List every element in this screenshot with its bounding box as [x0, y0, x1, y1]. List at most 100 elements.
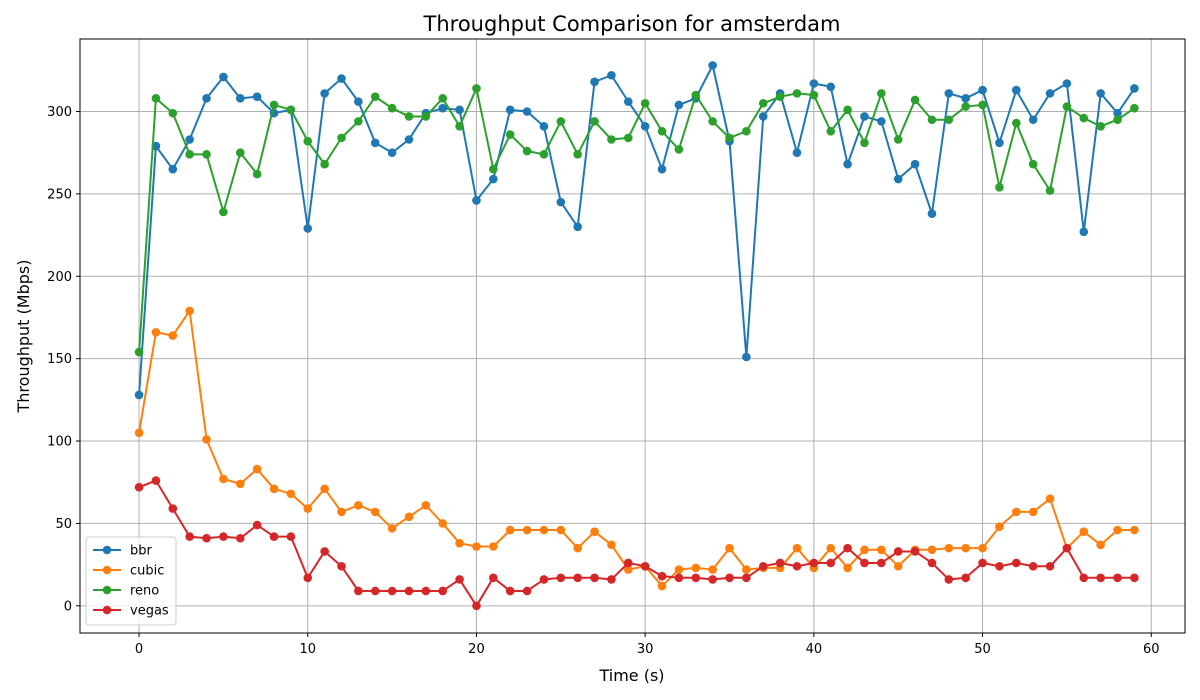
cubic-point: [607, 540, 616, 550]
legend-swatch-marker: [102, 545, 112, 555]
vegas-point: [640, 561, 650, 571]
vegas-point: [1096, 573, 1105, 583]
cubic-point: [269, 484, 279, 494]
vegas-point: [269, 532, 279, 541]
x-tick-label: 20: [468, 642, 485, 657]
bbr-point: [522, 107, 532, 116]
vegas-point: [1011, 558, 1021, 568]
legend-item-cubic: cubic: [93, 564, 164, 579]
series-reno: [134, 84, 1139, 357]
bbr-point: [219, 72, 228, 82]
reno-point: [877, 89, 886, 98]
vegas-point: [1028, 561, 1038, 571]
bbr-point: [674, 100, 684, 110]
bbr-point: [185, 135, 194, 144]
bbr-point: [505, 105, 515, 115]
vegas-point: [725, 573, 734, 583]
reno-point: [590, 117, 599, 126]
reno-point: [758, 98, 768, 108]
reno-point: [573, 150, 582, 159]
bbr-point: [944, 89, 954, 98]
bbr-point: [978, 85, 987, 95]
cubic-point: [708, 565, 717, 574]
cubic-point: [387, 524, 397, 533]
vegas-point: [657, 571, 667, 581]
cubic-point: [590, 527, 599, 536]
bbr-point: [1130, 84, 1139, 93]
vegas-point: [337, 561, 346, 571]
vegas-point: [219, 532, 228, 541]
vegas-point: [387, 586, 397, 596]
cubic-point: [472, 542, 481, 551]
cubic-point: [522, 525, 532, 535]
series-bbr: [134, 61, 1139, 400]
vegas-point: [742, 573, 751, 583]
bbr-point: [235, 94, 245, 103]
vegas-point: [860, 558, 869, 568]
reno-point: [826, 126, 836, 136]
reno-point: [843, 105, 852, 115]
bbr-point: [1011, 85, 1021, 95]
vegas-point: [455, 575, 464, 584]
reno-point: [320, 159, 329, 169]
reno-point: [235, 148, 245, 157]
y-axis-label: Throughput (Mbps): [14, 260, 33, 414]
legend-box: [85, 536, 177, 626]
bbr-point: [387, 148, 397, 157]
legend-label: reno: [130, 584, 159, 599]
vegas-point: [1045, 561, 1055, 571]
bbr-point: [623, 97, 633, 106]
bbr-point: [134, 390, 144, 400]
vegas-point: [1130, 573, 1139, 583]
cubic-point: [303, 504, 313, 513]
bbr-point: [370, 138, 380, 148]
reno-point: [387, 103, 397, 113]
bbr-point: [792, 148, 802, 157]
vegas-point: [927, 558, 937, 568]
bbr-point: [590, 77, 599, 87]
reno-point: [1096, 122, 1105, 131]
cubic-point: [168, 331, 178, 340]
legend-swatch-marker: [102, 585, 112, 595]
cubic-point: [860, 545, 869, 555]
vegas-point: [286, 532, 296, 541]
reno-point: [438, 94, 448, 103]
cubic-point: [674, 565, 684, 574]
vegas-point: [1113, 573, 1122, 583]
reno-point: [742, 126, 751, 136]
bbr-point: [573, 222, 582, 232]
reno-point: [219, 207, 228, 217]
bbr-point: [438, 103, 448, 113]
reno-point: [623, 133, 633, 143]
reno-point: [708, 117, 717, 126]
reno-point: [640, 98, 650, 108]
cubic-point: [742, 565, 751, 574]
bbr-point: [1062, 79, 1072, 88]
vegas-point: [910, 547, 920, 556]
series-cubic: [134, 306, 1139, 591]
legend-label: bbr: [130, 544, 153, 559]
bbr-point: [843, 159, 852, 169]
reno-line: [138, 87, 1135, 353]
cubic-point: [1011, 507, 1021, 517]
cubic-point: [1130, 525, 1139, 535]
y-tick-label: 0: [64, 599, 72, 614]
cubic-point: [725, 543, 734, 553]
cubic-point: [657, 581, 667, 591]
x-tick-label: 0: [135, 642, 143, 657]
legend-item-reno: reno: [93, 584, 159, 599]
vegas-point: [235, 533, 245, 543]
cubic-point: [219, 474, 228, 484]
reno-point: [1113, 115, 1122, 125]
vegas-point: [320, 547, 329, 556]
reno-point: [539, 150, 549, 159]
cubic-point: [235, 479, 245, 489]
cubic-point: [1096, 540, 1105, 550]
cubic-point: [1079, 527, 1089, 536]
bbr-point: [995, 138, 1004, 148]
vegas-point: [573, 573, 582, 583]
bbr-point: [607, 70, 616, 80]
reno-point: [691, 90, 701, 100]
bbr-point: [489, 174, 498, 184]
